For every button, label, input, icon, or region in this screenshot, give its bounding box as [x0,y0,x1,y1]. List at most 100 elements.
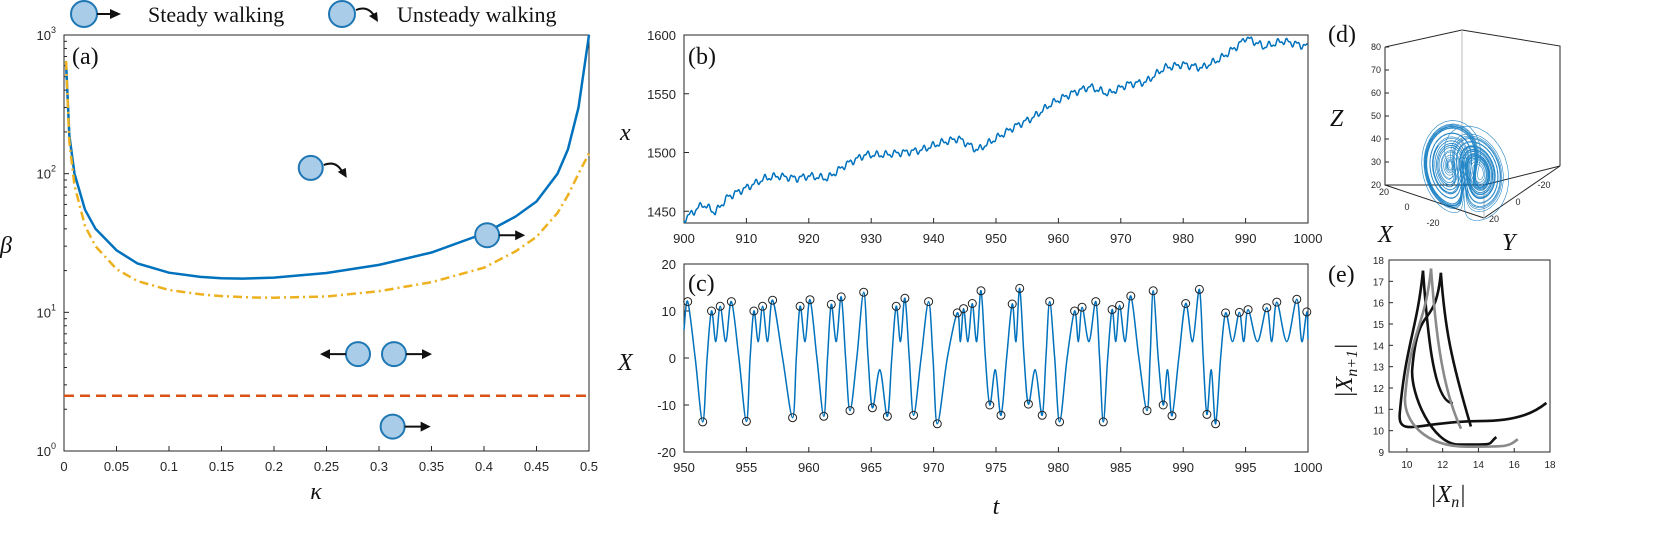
panel-a-frame [63,34,590,452]
panel-d-ytick-label: 0 [1515,197,1520,207]
panel-c-extremum-marker [1221,308,1231,318]
panel-c-ylabel: X [617,350,634,376]
panel-a-xtick-label: 0.2 [265,459,283,474]
panel-d-ztick-label: 40 [1371,134,1381,144]
panel-e-xlabel: |Xn| [1430,482,1466,511]
panel-a-droplet-unsteady-icon [297,154,347,181]
panel-c-extremum-marker [826,299,836,309]
panel-a-ytick-label: 102 [37,164,56,182]
panel-a-ylabel: β [0,233,12,259]
panel-a-ytick-label: 101 [37,302,56,320]
panel-c-extremum-marker [959,304,969,314]
panel-a-xtick-label: 0 [60,459,67,474]
panel-c-extremum-marker [1202,409,1212,419]
panel-b-ytick-label: 1500 [647,146,676,161]
panel-b-ytick-label: 1600 [647,28,676,43]
panel-c-extremum-marker [1181,299,1191,308]
panel-e-xtick-label: 16 [1509,460,1521,471]
panel-e-ytick-label: 11 [1374,405,1385,416]
panel-e-branch-black [1398,270,1548,429]
panel-a-droplet-pair-icon [320,341,432,368]
panel-c-xtick-label: 1000 [1294,460,1323,475]
panel-d-xtick-label: -20 [1426,218,1439,228]
panel-c-extremum-marker [985,400,995,410]
panel-d-ytick-label: -20 [1537,180,1550,190]
panel-c-extremum-marker [1091,297,1101,307]
panel-c-extremum-marker [1234,307,1244,317]
panel-d-ztick-label: 50 [1371,111,1381,121]
panel-e-branch-inner-black [1439,272,1473,427]
panel-a-xtick-label: 0.4 [475,459,493,474]
panel-c-extremum-marker [909,410,919,420]
panel-d-label: (d) [1328,22,1356,48]
panel-e-ytick-label: 18 [1373,256,1385,267]
panel-c-ytick-label: -20 [657,445,676,460]
panel-b-ylabel: x [619,120,631,146]
panel-a: (a) β κ 0 0.05 0.1 0.15 0.2 0.25 0.3 0.35 0.4 0.4… [0,25,598,505]
panel-c-extremum-marker [1077,302,1087,312]
panel-c-xtick-label: 980 [1048,460,1070,475]
panel-c-extremum-marker [1148,286,1158,296]
panel-e-ytick-label: 16 [1373,299,1385,310]
panel-e-ytick-label: 12 [1373,384,1385,395]
panel-c-extremum-marker [1126,291,1136,301]
panel-e-ytick-label: 13 [1373,363,1385,374]
panel-c-extremum-marker [683,297,693,307]
panel-a-label: (a) [72,44,99,70]
panel-c-xtick-label: 965 [860,460,882,475]
panel-b-xtick-label: 900 [673,231,695,246]
panel-c-ytick-label: 20 [662,257,676,272]
panel-d: (d) Z X Y 20 30 40 50 60 70 80 20 0 -20 20 0 -20 [1328,22,1561,256]
panel-c-extremum-marker [967,299,977,308]
panel-e: (e) |Xn+1| |Xn| 10 12 14 16 18 9 10 11 12 13 14 15… [1328,256,1556,511]
panel-d-ztick-label: 80 [1371,42,1381,52]
panel-c-extremum-marker [741,416,751,426]
panel-e-label: (e) [1328,262,1355,288]
panel-b-xtick-label: 1000 [1294,231,1323,246]
panel-e-branch-inner-gray [1429,268,1463,430]
legend-unsteady-icon [328,0,378,28]
panel-c-extremum-marker [1272,297,1282,307]
panel-c-extremum-marker [1262,303,1272,313]
panel-b-frame [683,34,1309,224]
panel-c-series-line [683,287,1309,425]
panel-b-xtick-label: 980 [1172,231,1194,246]
panel-c-extremum-marker [900,293,910,303]
panel-c-extremum-marker [836,292,846,302]
panel-c-extremum-marker [758,301,768,311]
panel-c-extremum-marker [1070,306,1080,316]
panel-c-extremum-marker [996,410,1006,420]
panel-e-xtick-label: 12 [1437,460,1449,471]
panel-d-attractor-trajectory [1421,120,1510,221]
panel-c-extremum-marker [707,306,716,316]
panel-c-extremum-marker [1037,410,1047,420]
panel-c-extremum-marker [1292,294,1302,304]
panel-c-xtick-label: 990 [1172,460,1194,475]
panel-e-ytick-label: 14 [1373,341,1385,352]
panel-c-xtick-label: 975 [985,460,1007,475]
panel-c-xlabel: t [993,494,1001,520]
panel-a-xtick-label: 0.5 [580,459,598,474]
panel-c-xtick-label: 970 [923,460,945,475]
panel-c-frame [683,263,1309,453]
panel-e-ytick-label: 17 [1373,277,1385,288]
panel-e-ytick-label: 9 [1378,448,1384,459]
panel-b-xtick-label: 970 [1110,231,1132,246]
panel-a-series-steady-boundary [64,34,591,280]
panel-a-xtick-label: 0.25 [314,459,339,474]
panel-d-zlabel: Z [1330,106,1344,132]
panel-e-ytick-label: 10 [1373,427,1385,438]
panel-c-extremum-marker [805,295,815,305]
panel-c-extremum-marker [726,297,736,307]
legend-steady-label: Steady walking [148,2,284,27]
panel-c-extremum-marker [859,287,869,297]
panel-e-branch-gray [1403,268,1519,448]
svg-text:|Xn|: |Xn| [1430,482,1466,511]
panel-c-extremum-marker [845,406,855,416]
legend-steady-icon [70,0,121,28]
panel-a-droplet-steady-icon [379,413,431,440]
panel-a-xtick-label: 0.45 [524,459,549,474]
panel-d-xtick-label: 20 [1379,187,1389,197]
panel-c-extremum-marker [1107,305,1117,315]
legend-unsteady-label: Unsteady walking [397,2,556,27]
